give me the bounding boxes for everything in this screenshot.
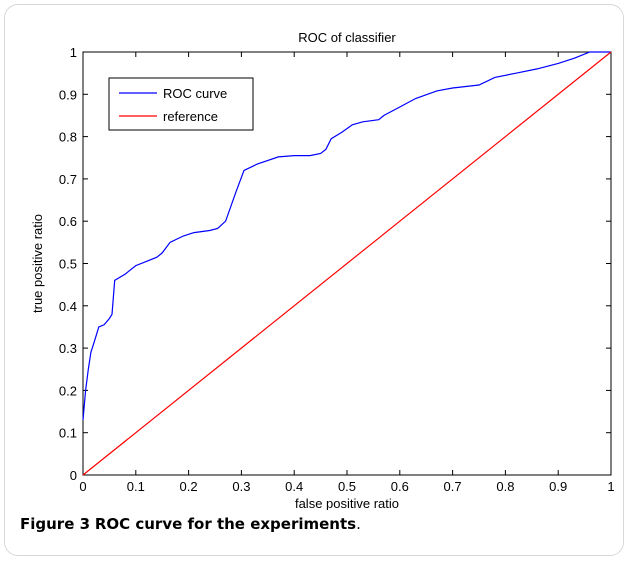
legend-label: reference — [163, 109, 218, 124]
x-tick-label: 0.1 — [127, 479, 145, 494]
y-tick-label: 1 — [70, 45, 77, 60]
x-tick-label: 0.4 — [285, 479, 303, 494]
legend-label: ROC curve — [163, 86, 227, 101]
roc-chart: ROC of classifier 0 0.1 0.2 0.3 0.4 0.5 0.6 0.7… — [30, 30, 615, 510]
x-axis-label: false positive ratio — [295, 496, 399, 510]
x-tick-label: 0.3 — [232, 479, 250, 494]
x-tick-label: 0.2 — [180, 479, 198, 494]
y-tick-label: 0.2 — [59, 383, 77, 398]
y-tick-label: 0.9 — [59, 87, 77, 102]
caption-suffix: . — [356, 515, 361, 533]
axis-ticks: 0 0.1 0.2 0.3 0.4 0.5 0.6 0.7 0.8 0.9 1 0 0.1 0.2 0.3 0… — [59, 45, 615, 494]
x-tick-label: 0.5 — [338, 479, 356, 494]
x-tick-label: 0.6 — [391, 479, 409, 494]
caption-label: Figure 3 — [20, 515, 91, 533]
x-tick-label: 1 — [607, 479, 614, 494]
y-tick-label: 0.4 — [59, 299, 77, 314]
x-tick-label: 0.7 — [444, 479, 462, 494]
y-tick-label: 0.6 — [59, 214, 77, 229]
x-tick-label: 0.8 — [496, 479, 514, 494]
y-tick-label: 0.1 — [59, 426, 77, 441]
y-tick-label: 0.7 — [59, 172, 77, 187]
y-tick-label: 0.8 — [59, 130, 77, 145]
series-layer — [82, 51, 612, 476]
figure-caption: Figure 3 ROC curve for the experiments. — [20, 515, 361, 533]
series-line-roc-curve — [82, 51, 611, 421]
chart-title: ROC of classifier — [298, 30, 396, 45]
x-tick-label: 0 — [79, 479, 86, 494]
y-tick-label: 0.3 — [59, 341, 77, 356]
y-tick-label: 0 — [70, 468, 77, 483]
series-line-reference — [82, 51, 612, 476]
y-tick-label: 0.5 — [59, 257, 77, 272]
caption-text: ROC curve for the experiments — [94, 515, 357, 533]
x-tick-label: 0.9 — [549, 479, 567, 494]
y-axis-label: true positive ratio — [30, 214, 45, 313]
legend-box — [108, 77, 254, 131]
legend: ROC curve reference — [108, 77, 254, 131]
